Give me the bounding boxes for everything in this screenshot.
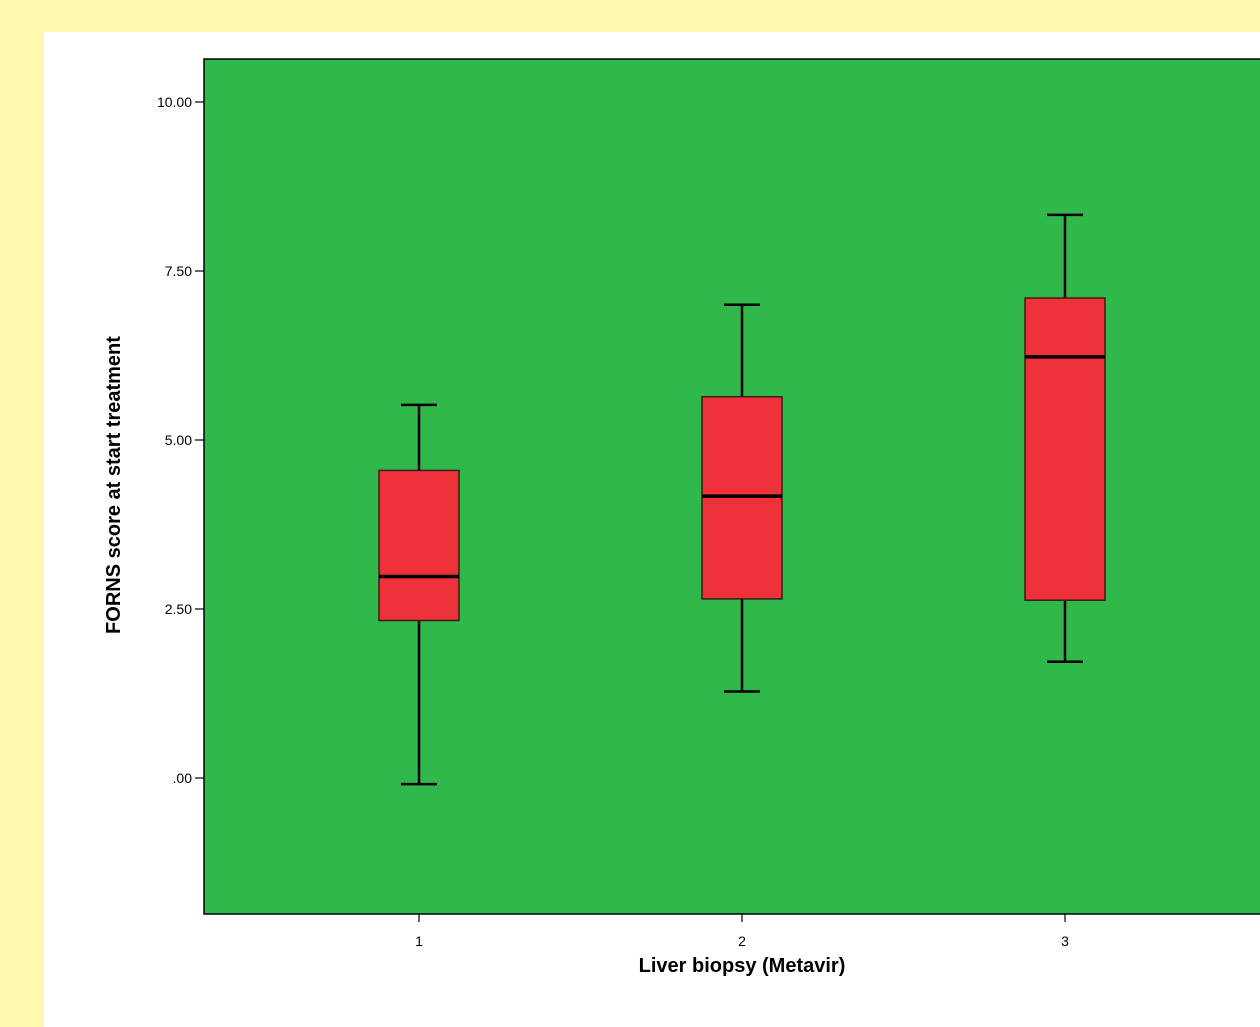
chart-panel: .00 2.50 5.00 7.50 10.00 1 2 3 Liver biopsy (Met… <box>44 32 1260 1027</box>
box-plot-chart: .00 2.50 5.00 7.50 10.00 1 2 3 Liver biopsy (Met… <box>103 58 1260 977</box>
x-tick-label: 3 <box>1061 933 1069 949</box>
y-axis-title: FORNS score at start treatment <box>103 336 125 634</box>
y-tick-label: 2.50 <box>165 601 192 617</box>
box-iqr <box>378 469 460 622</box>
y-tick-label: 7.50 <box>165 263 192 279</box>
y-tick-label: 10.00 <box>157 94 192 110</box>
y-tick-label: .00 <box>173 770 193 786</box>
x-tick-label: 1 <box>415 933 423 949</box>
y-tick-label: 5.00 <box>165 432 192 448</box>
x-tick-label: 2 <box>738 933 746 949</box>
x-axis-title: Liver biopsy (Metavir) <box>639 955 846 977</box>
box-iqr <box>1024 297 1106 601</box>
